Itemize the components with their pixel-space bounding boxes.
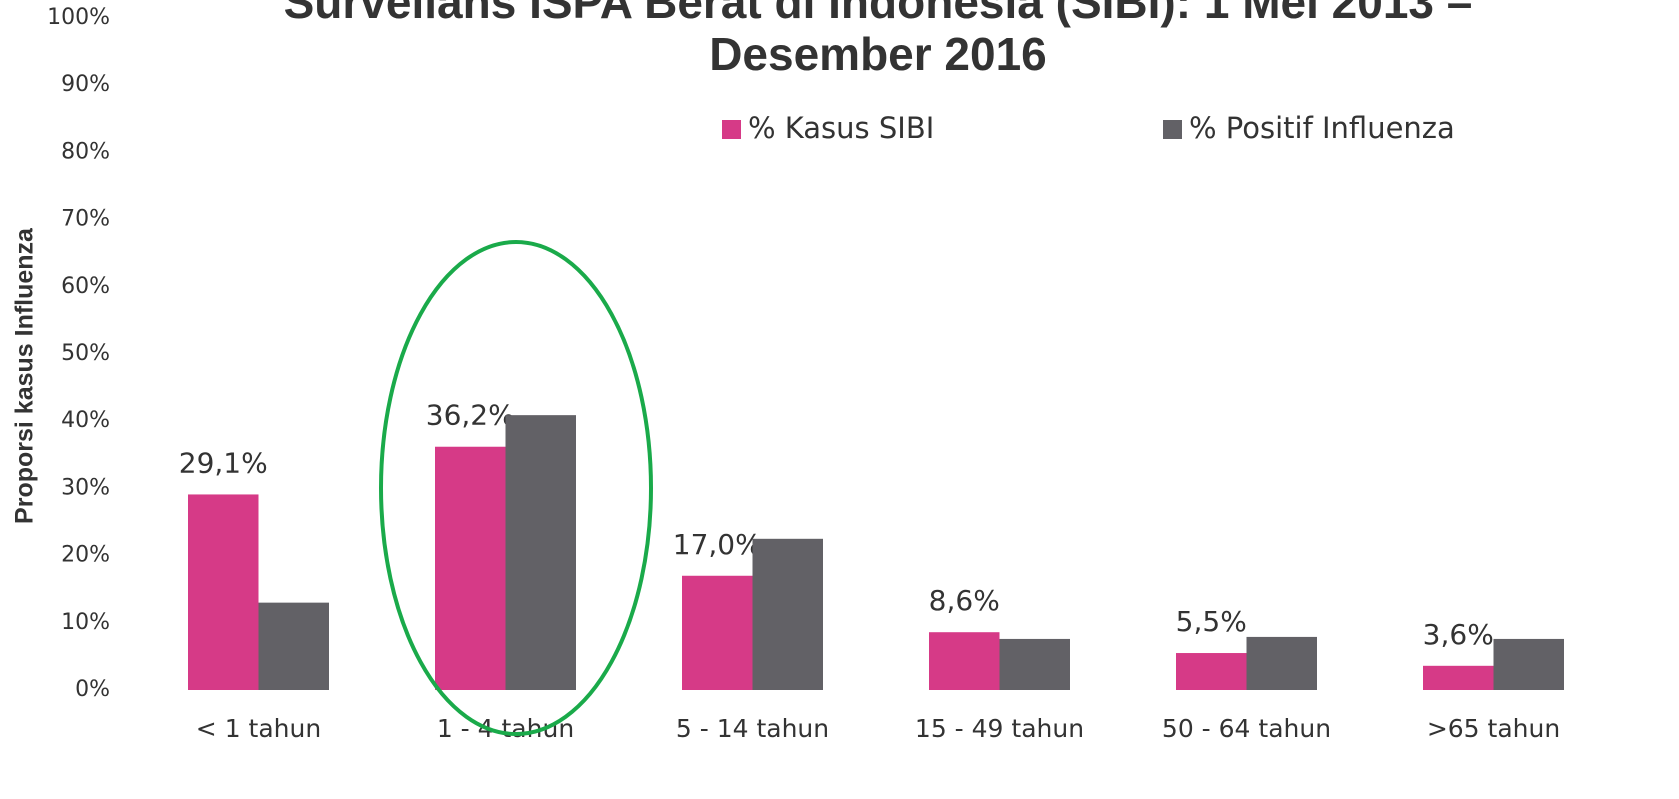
bar	[929, 632, 1000, 690]
y-tick-label: 100%	[47, 5, 110, 30]
x-tick-label: 50 - 64 tahun	[1162, 714, 1331, 743]
x-tick-label: >65 tahun	[1427, 714, 1560, 743]
y-tick-label: 70%	[61, 207, 110, 232]
bar	[1423, 665, 1494, 690]
bar	[682, 575, 753, 690]
legend-label: % Positif Influenza	[1189, 111, 1455, 145]
y-tick-label: 30%	[61, 475, 110, 500]
x-tick-label: 5 - 14 tahun	[676, 714, 829, 743]
y-tick-label: 10%	[61, 610, 110, 635]
bar	[1493, 638, 1564, 690]
data-label: 17,0%	[673, 528, 762, 561]
x-tick-label: < 1 tahun	[196, 714, 321, 743]
bar	[752, 538, 823, 690]
data-label: 36,2%	[426, 399, 515, 432]
y-tick-label: 50%	[61, 341, 110, 366]
y-tick-label: 40%	[61, 408, 110, 433]
bar	[435, 446, 506, 690]
bar	[258, 602, 329, 690]
bar	[505, 415, 576, 690]
data-label: 8,6%	[929, 584, 1000, 617]
legend-label: % Kasus SIBI	[748, 111, 934, 145]
data-label: 5,5%	[1176, 605, 1247, 638]
y-tick-label: 60%	[61, 274, 110, 299]
y-tick-label: 0%	[75, 677, 110, 702]
x-tick-label: 1 - 4 tahun	[437, 714, 574, 743]
data-label: 29,1%	[179, 446, 268, 479]
chart-title: Desember 2016	[709, 28, 1047, 80]
highlight-ellipse	[379, 240, 653, 736]
y-tick-label: 80%	[61, 139, 110, 164]
plot: 0% 10% 20% 30% 40% 50% 60% 70% 80% 90% 100% < 1 tah…	[47, 5, 1564, 743]
y-tick-label: 20%	[61, 543, 110, 568]
x-tick-label: 15 - 49 tahun	[915, 714, 1084, 743]
data-label: 3,6%	[1423, 618, 1494, 651]
y-axis-label: Proporsi kasus Influenza	[11, 227, 39, 524]
y-tick-label: 90%	[61, 72, 110, 97]
chart-title: Surveilans ISPA Berat di Indonesia (SIBI…	[284, 0, 1473, 28]
bar	[188, 494, 259, 690]
bar	[1176, 653, 1247, 690]
legend-swatch	[722, 120, 741, 139]
bar	[999, 638, 1070, 690]
bar	[1246, 636, 1317, 690]
legend-swatch	[1163, 120, 1182, 139]
